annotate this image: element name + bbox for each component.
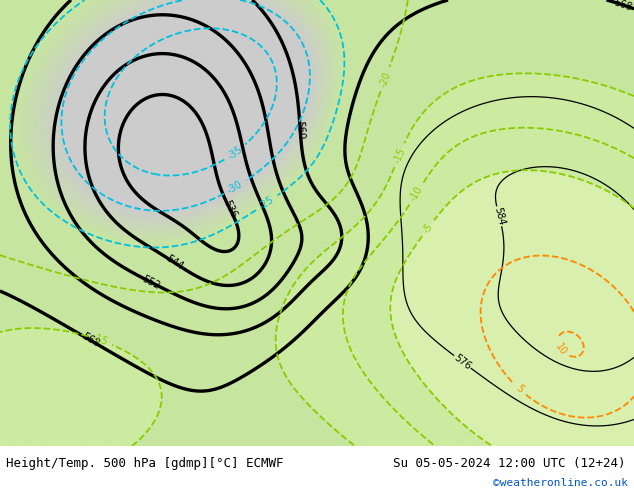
Text: -30: -30 [226,179,245,196]
Text: 584: 584 [492,206,507,226]
Text: 568: 568 [612,0,633,13]
Text: 536: 536 [221,198,238,220]
Text: -20: -20 [378,70,392,88]
Text: 552: 552 [140,273,162,291]
Text: 5: 5 [514,384,526,395]
Text: 544: 544 [164,253,184,271]
Text: Su 05-05-2024 12:00 UTC (12+24): Su 05-05-2024 12:00 UTC (12+24) [393,457,626,470]
Text: -10: -10 [408,185,425,203]
Text: 560: 560 [295,120,306,139]
Text: -25: -25 [257,194,276,212]
Text: -35: -35 [226,144,245,161]
Text: 568: 568 [80,331,101,349]
Text: Height/Temp. 500 hPa [gdmp][°C] ECMWF: Height/Temp. 500 hPa [gdmp][°C] ECMWF [6,457,284,470]
Text: 10: 10 [553,341,569,357]
Text: 576: 576 [452,352,473,371]
Text: -15: -15 [392,146,407,164]
Text: -5: -5 [421,221,435,235]
Text: ©weatheronline.co.uk: ©weatheronline.co.uk [493,478,628,488]
Text: -15: -15 [91,333,109,347]
